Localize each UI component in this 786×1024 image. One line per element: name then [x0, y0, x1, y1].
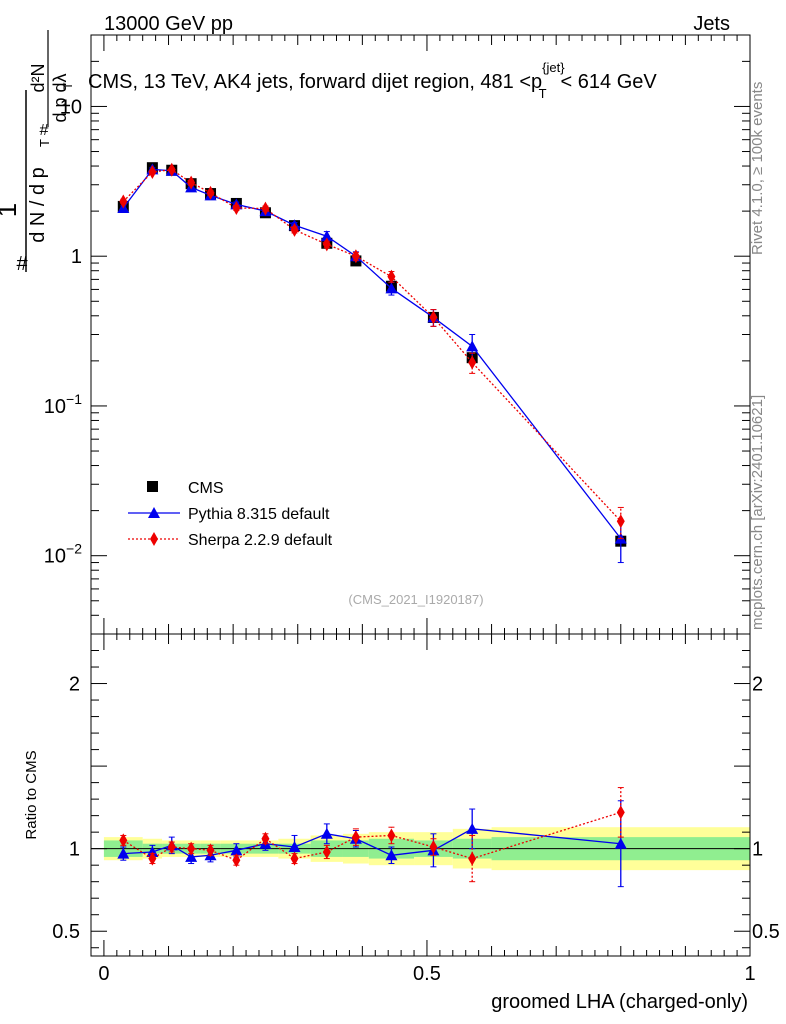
x-tick-label: 0.5: [413, 963, 441, 985]
legend-label-pythia: Pythia 8.315 default: [188, 506, 330, 523]
ratio-sherpa-point: [232, 853, 241, 868]
sherpa-point: [187, 175, 196, 190]
sherpa-point: [119, 194, 128, 209]
mcplots-label: mcplots.cern.ch [arXiv:2401.10621]: [749, 395, 766, 630]
x-tick-label: 1: [744, 963, 755, 985]
ratio-y-tick-label-left: 2: [69, 674, 80, 696]
sherpa-point: [148, 164, 157, 179]
ratio-pythia-point: [185, 850, 198, 862]
ratio-frame: [90, 633, 751, 957]
x-tick-label: 0: [98, 963, 109, 985]
main-y-tick-label: 10−2: [44, 541, 82, 568]
ratio-sherpa-point: [468, 851, 477, 866]
ratio-sherpa-point: [187, 841, 196, 856]
ratio-pythia-point: [146, 845, 159, 857]
ratio-pythia-point: [614, 837, 627, 849]
x-axis-label: groomed LHA (charged-only): [491, 991, 748, 1013]
analysis-watermark: (CMS_2021_I1920187): [348, 592, 483, 607]
sherpa-point: [290, 222, 299, 237]
header-left: 13000 GeV pp: [104, 13, 233, 35]
ratio-sherpa-point: [119, 833, 128, 848]
ratio-pythia-point: [320, 827, 333, 839]
main-y-tick-label: 10: [60, 96, 82, 118]
sherpa-point: [468, 355, 477, 370]
sherpa-point: [351, 249, 360, 264]
legend-label-cms: CMS: [188, 480, 224, 497]
pythia-point: [466, 340, 479, 352]
main-title: CMS, 13 TeV, AK4 jets, forward dijet reg…: [88, 60, 657, 101]
ylabel-one: 1: [0, 203, 22, 217]
ratio-series-layer: [117, 787, 627, 888]
rivet-label: Rivet 4.1.0, ≥ 100k events: [749, 82, 766, 255]
sherpa-point: [167, 162, 176, 177]
ratio-sherpa-point: [387, 828, 396, 843]
ratio-sherpa-point: [290, 851, 299, 866]
main-y-label: # 1 d N / d p T # d²N d p dλ T: [0, 30, 75, 275]
ylabel-hash-2: #: [40, 122, 49, 139]
ratio-sherpa-point: [429, 840, 438, 855]
ratio-sherpa-point: [616, 805, 625, 820]
ratio-axis-ticks: 0.5 0.5 1 1 2 2 0 0.5 1: [52, 634, 780, 985]
ratio-y-tick-label-left: 1: [69, 839, 80, 861]
sherpa-point: [429, 310, 438, 325]
sherpa-point: [322, 237, 331, 252]
header-right: Jets: [693, 13, 730, 35]
ratio-y-tick-label-right: 0.5: [752, 921, 780, 943]
main-series-layer: [117, 162, 627, 564]
sherpa-point: [616, 514, 625, 529]
ratio-pythia-point: [230, 844, 243, 856]
main-y-tick-label: 10−1: [44, 391, 82, 418]
sherpa-point: [232, 200, 241, 215]
ratio-pythia-point: [466, 822, 479, 834]
ylabel-sub-t2: T: [61, 82, 75, 90]
legend-marker-sherpa: [150, 532, 158, 546]
ratio-sherpa-point: [206, 843, 215, 858]
ratio-y-tick-label-right: 1: [752, 839, 763, 861]
main-y-tick-labels: 10−2 10−1 1 10: [44, 96, 82, 567]
ylabel-d2n: d²N: [28, 63, 48, 92]
ylabel-sub-t1: T: [37, 139, 52, 147]
sherpa-line: [122, 169, 622, 522]
legend: CMS Pythia 8.315 default Sherpa 2.2.9 de…: [128, 480, 333, 549]
sherpa-point: [387, 269, 396, 284]
ratio-sherpa-point: [167, 840, 176, 855]
ratio-y-tick-label-right: 2: [752, 674, 763, 696]
ratio-pythia-point: [117, 847, 130, 859]
legend-marker-cms: [147, 481, 158, 492]
sherpa-point: [206, 185, 215, 200]
main-y-tick-label: 1: [71, 246, 82, 268]
ylabel-dpt-dl: d p dλ: [50, 73, 70, 122]
main-axis-ticks: [91, 34, 751, 635]
ylabel-dn-dpt: d N / d p: [27, 167, 49, 243]
pythia-point: [320, 230, 333, 242]
ratio-sherpa-point: [322, 844, 331, 859]
pythia-point: [385, 282, 398, 294]
ratio-pythia-point: [288, 841, 301, 853]
ratio-sherpa-point: [351, 830, 360, 845]
ratio-sherpa-point: [261, 831, 270, 846]
ratio-y-tick-label-left: 0.5: [52, 921, 80, 943]
ratio-sherpa-point: [148, 851, 157, 866]
legend-label-sherpa: Sherpa 2.2.9 default: [188, 532, 333, 549]
ratio-pythia-point: [385, 849, 398, 861]
ratio-y-label: Ratio to CMS: [23, 750, 40, 839]
sherpa-point: [261, 201, 270, 216]
legend-marker-pythia: [148, 507, 160, 518]
